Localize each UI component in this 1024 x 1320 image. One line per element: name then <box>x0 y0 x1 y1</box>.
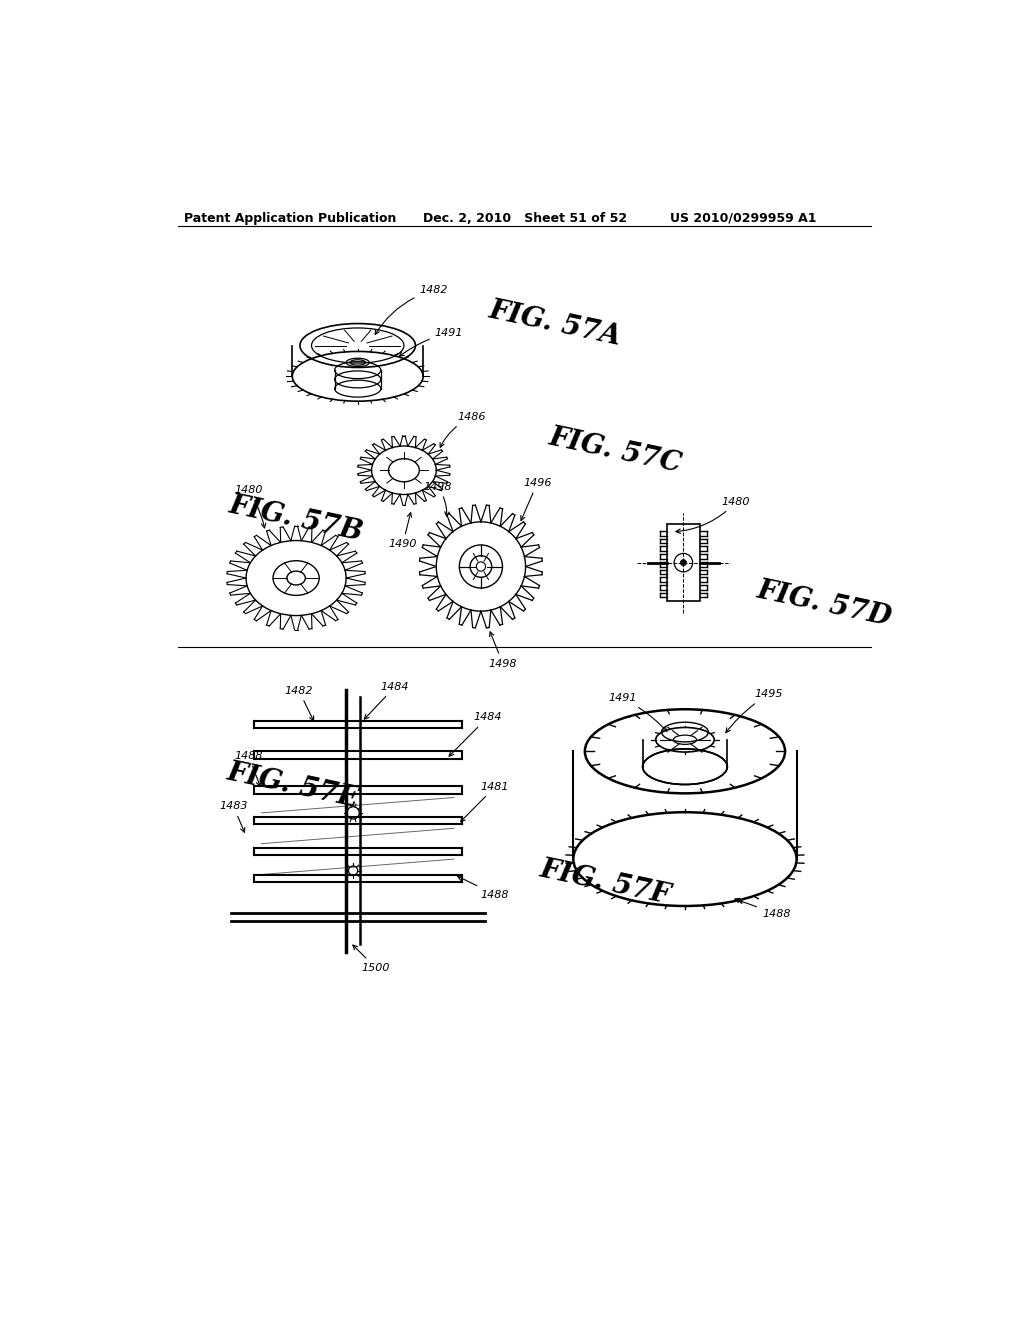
Text: FIG. 57C: FIG. 57C <box>547 424 684 478</box>
Text: FIG. 57B: FIG. 57B <box>226 491 367 546</box>
Text: 1483: 1483 <box>219 801 248 833</box>
Text: 1482: 1482 <box>375 285 447 334</box>
Text: 1484: 1484 <box>450 713 502 756</box>
Text: 1495: 1495 <box>726 689 782 733</box>
Text: 1480: 1480 <box>676 496 751 533</box>
Text: 1496: 1496 <box>521 478 552 520</box>
Text: 1491: 1491 <box>399 327 463 356</box>
Text: 1484: 1484 <box>365 681 410 719</box>
Text: 1486: 1486 <box>440 412 486 447</box>
Text: 1482: 1482 <box>285 685 313 721</box>
Text: FIG. 57E: FIG. 57E <box>224 759 361 813</box>
Text: 1498: 1498 <box>488 632 517 669</box>
Text: Dec. 2, 2010   Sheet 51 of 52: Dec. 2, 2010 Sheet 51 of 52 <box>423 213 628 224</box>
Text: 1481: 1481 <box>461 781 509 821</box>
Text: FIG. 57A: FIG. 57A <box>486 297 624 351</box>
Circle shape <box>680 560 686 566</box>
Text: US 2010/0299959 A1: US 2010/0299959 A1 <box>670 213 816 224</box>
Bar <box>668 524 699 601</box>
Text: 1488: 1488 <box>735 899 791 919</box>
Text: FIG. 57F: FIG. 57F <box>538 855 673 909</box>
Text: 1488: 1488 <box>458 876 509 900</box>
Text: 1498: 1498 <box>423 482 452 516</box>
Text: FIG. 57D: FIG. 57D <box>755 576 894 631</box>
Text: 1500: 1500 <box>353 945 390 973</box>
Text: 1490: 1490 <box>388 512 417 549</box>
Text: 1480: 1480 <box>234 486 266 528</box>
Text: 1491: 1491 <box>608 693 667 731</box>
Text: Patent Application Publication: Patent Application Publication <box>184 213 397 224</box>
Text: 1488: 1488 <box>234 751 263 785</box>
